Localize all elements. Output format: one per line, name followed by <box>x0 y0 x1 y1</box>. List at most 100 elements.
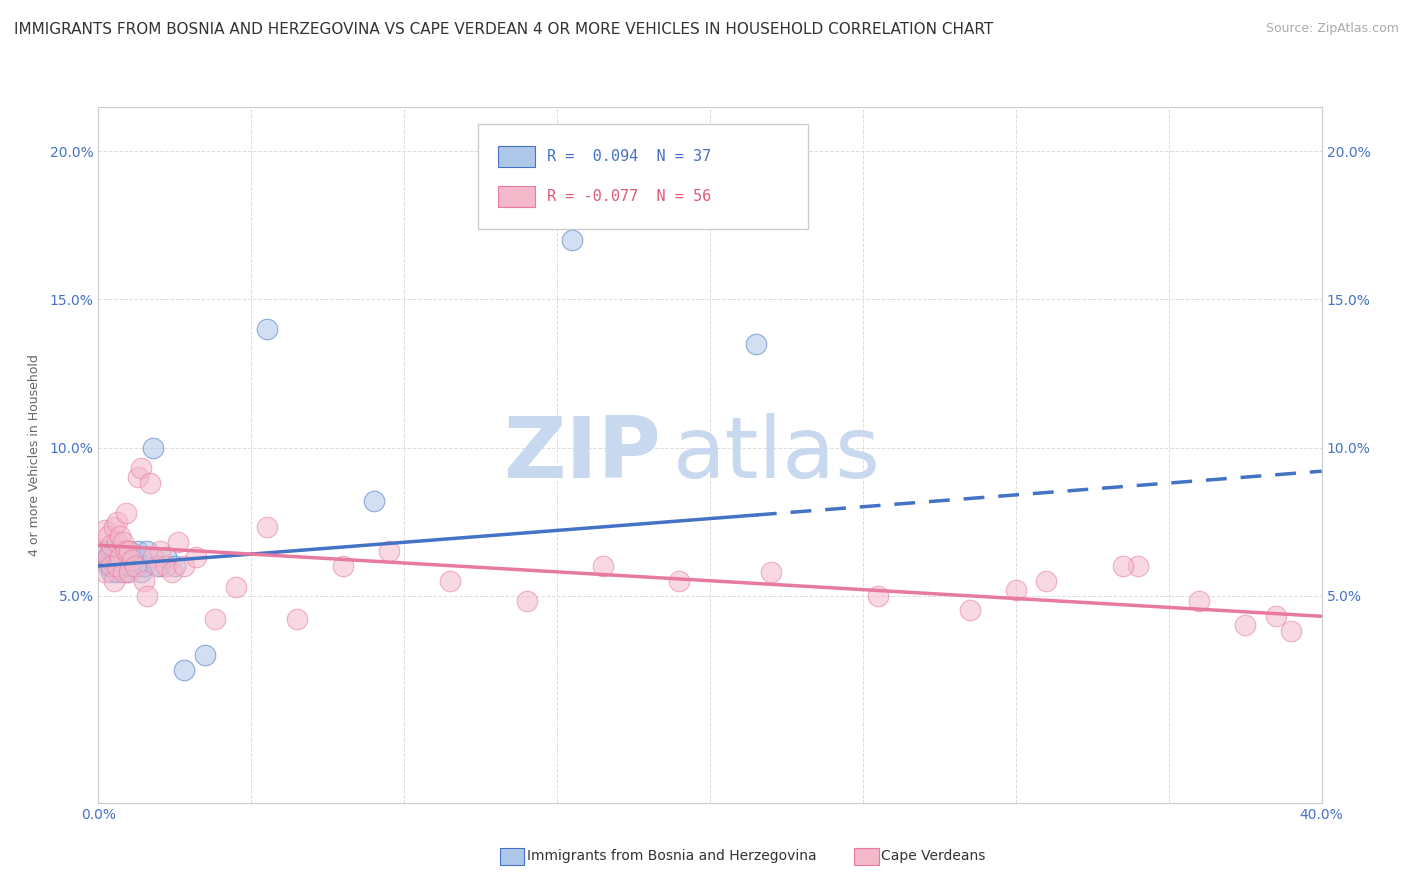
Point <box>1035 574 1057 588</box>
Point <box>108 544 131 558</box>
Point <box>90 544 112 558</box>
Point <box>100 553 122 567</box>
Point <box>959 603 981 617</box>
Point <box>256 322 278 336</box>
Point <box>100 538 122 552</box>
Point <box>105 553 128 567</box>
Point <box>127 470 149 484</box>
Point <box>363 493 385 508</box>
Point <box>108 550 131 565</box>
Point <box>111 558 134 573</box>
Point <box>100 544 122 558</box>
Point <box>225 580 247 594</box>
Point <box>139 476 162 491</box>
Point <box>142 441 165 455</box>
Point <box>668 574 690 588</box>
Point <box>97 550 120 565</box>
Point <box>97 550 120 565</box>
Point <box>173 558 195 573</box>
Point <box>103 558 125 573</box>
Point <box>868 589 890 603</box>
Point <box>1264 609 1286 624</box>
Point <box>1128 558 1150 573</box>
Point <box>115 565 138 579</box>
Point <box>160 565 183 579</box>
Point <box>100 558 122 573</box>
Point <box>378 544 401 558</box>
Point <box>155 558 177 573</box>
Point <box>118 565 141 579</box>
Point <box>103 520 125 534</box>
Point <box>111 565 134 579</box>
Point <box>204 612 226 626</box>
Point <box>97 529 120 543</box>
Point <box>93 544 115 558</box>
Point <box>97 558 120 573</box>
Point <box>105 565 128 579</box>
Point <box>108 529 131 543</box>
Point <box>111 550 134 565</box>
Point <box>115 506 138 520</box>
Bar <box>499 848 524 865</box>
Point <box>173 663 195 677</box>
Point <box>93 524 115 538</box>
Point <box>134 558 156 573</box>
Point <box>103 544 125 558</box>
Point <box>167 535 190 549</box>
Point <box>145 558 167 573</box>
Text: atlas: atlas <box>673 413 882 497</box>
Point <box>90 550 112 565</box>
Point <box>105 544 128 558</box>
Point <box>134 574 156 588</box>
Point <box>1234 618 1257 632</box>
Point <box>332 558 354 573</box>
Text: R =  0.094  N = 37: R = 0.094 N = 37 <box>547 149 711 164</box>
Text: Cape Verdeans: Cape Verdeans <box>882 849 986 863</box>
Point <box>93 553 115 567</box>
Text: Immigrants from Bosnia and Herzegovina: Immigrants from Bosnia and Herzegovina <box>526 849 815 863</box>
Point <box>1112 558 1135 573</box>
Point <box>516 594 538 608</box>
Point <box>103 574 125 588</box>
Point <box>759 565 782 579</box>
FancyBboxPatch shape <box>478 124 808 229</box>
Point <box>121 553 143 567</box>
Point <box>1279 624 1302 638</box>
Point <box>105 515 128 529</box>
Point <box>149 558 172 573</box>
Point <box>194 648 217 662</box>
Point <box>136 544 159 558</box>
Point <box>745 337 768 351</box>
Text: IMMIGRANTS FROM BOSNIA AND HERZEGOVINA VS CAPE VERDEAN 4 OR MORE VEHICLES IN HOU: IMMIGRANTS FROM BOSNIA AND HERZEGOVINA V… <box>14 22 993 37</box>
Text: R = -0.077  N = 56: R = -0.077 N = 56 <box>547 188 711 203</box>
Point <box>149 544 172 558</box>
Point <box>105 535 128 549</box>
Point <box>1004 582 1026 597</box>
Point <box>108 558 131 573</box>
Point <box>256 520 278 534</box>
Bar <box>855 848 879 865</box>
Point <box>118 558 141 573</box>
Point <box>136 589 159 603</box>
Point <box>129 461 152 475</box>
Point <box>105 558 128 573</box>
Point <box>121 558 143 573</box>
Point <box>561 233 583 247</box>
Point <box>124 550 146 565</box>
Point <box>93 565 115 579</box>
Point <box>1188 594 1211 608</box>
Point <box>163 558 186 573</box>
Point <box>127 558 149 573</box>
Point <box>118 544 141 558</box>
Point <box>142 550 165 565</box>
Point <box>124 558 146 573</box>
Bar <box>498 146 536 167</box>
Point <box>115 544 138 558</box>
Point <box>592 558 614 573</box>
Text: Source: ZipAtlas.com: Source: ZipAtlas.com <box>1265 22 1399 36</box>
Point <box>439 574 461 588</box>
Point <box>186 550 208 565</box>
Point <box>129 565 152 579</box>
Text: ZIP: ZIP <box>503 413 661 497</box>
Point <box>127 544 149 558</box>
